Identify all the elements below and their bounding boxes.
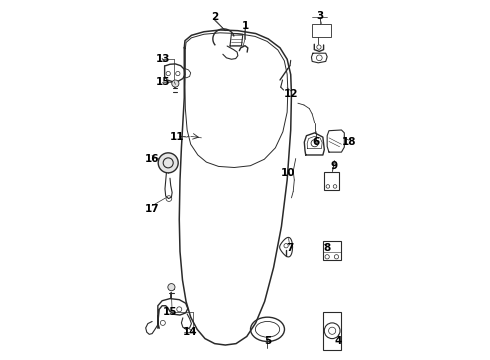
Text: 17: 17 [145,203,159,213]
Circle shape [168,284,175,291]
Text: 16: 16 [145,154,159,163]
Text: 11: 11 [170,132,184,142]
Text: 6: 6 [313,138,320,148]
Text: 15: 15 [156,77,170,87]
Bar [323,312,342,350]
Text: 18: 18 [342,138,356,148]
Text: 3: 3 [317,11,323,21]
Circle shape [158,153,178,173]
Text: 8: 8 [323,243,331,253]
Bar [324,172,339,190]
Text: 14: 14 [182,327,197,337]
Text: 15: 15 [163,307,177,317]
Bar [323,241,342,260]
Text: 9: 9 [331,161,338,171]
Text: 4: 4 [334,336,342,346]
Circle shape [172,80,179,87]
Text: 12: 12 [284,89,299,99]
Text: 2: 2 [211,13,218,22]
Text: 13: 13 [156,54,170,64]
Text: 7: 7 [286,243,294,253]
Text: 5: 5 [265,337,272,346]
Text: 1: 1 [242,21,248,31]
Text: 10: 10 [281,168,295,178]
Bar [312,23,331,37]
